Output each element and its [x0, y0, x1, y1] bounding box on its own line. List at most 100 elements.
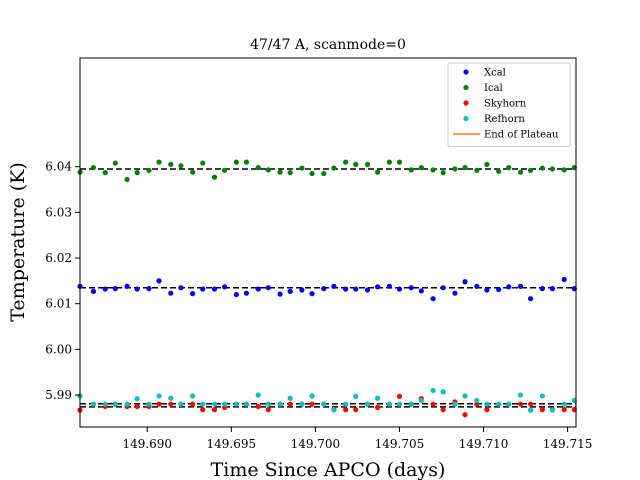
refhorn-point [364, 401, 371, 407]
refhorn-point [462, 393, 468, 399]
ical-point [517, 169, 524, 175]
xcal-point [386, 283, 392, 289]
xcal-point [222, 284, 228, 290]
xcal-point [452, 290, 458, 296]
ical-point [386, 159, 392, 165]
xcal-point [496, 286, 502, 293]
skyhorn-point [168, 401, 174, 407]
legend-box [447, 62, 571, 147]
refhorn-point [386, 401, 392, 407]
refhorn-point [331, 407, 337, 413]
xcal-point [528, 296, 534, 302]
refhorn-point [452, 401, 458, 407]
y-tick-label: 6.00 [45, 342, 72, 356]
xcal-point [375, 284, 381, 290]
skyhorn-point [255, 403, 261, 410]
x-tick-label: 149.700 [291, 437, 341, 451]
xcal-point [211, 286, 218, 292]
refhorn-point [418, 397, 424, 404]
xcal-point [474, 283, 480, 289]
y-tick-label: 6.04 [45, 160, 72, 174]
skyhorn-point [211, 407, 218, 413]
ical-point [243, 159, 250, 165]
xcal-point [506, 284, 512, 290]
legend-label-ical: Ical [484, 83, 503, 94]
skyhorn-point [528, 401, 534, 407]
xcal-point [539, 286, 545, 292]
xcal-point [168, 290, 174, 296]
skyhorn-point [156, 401, 162, 407]
xcal-point [299, 287, 305, 293]
refhorn-point [190, 393, 196, 399]
xcal-point [343, 286, 349, 292]
ical-point [561, 167, 567, 173]
plot-frame [79, 57, 577, 428]
skyhorn-point [517, 401, 524, 407]
legend-label-end-of-plateau: End of Plateau [484, 130, 559, 141]
ical-point [112, 160, 118, 166]
ical-point [222, 167, 228, 173]
ical-point [309, 170, 315, 177]
ical-point [343, 159, 349, 165]
xcal-point [440, 285, 446, 291]
refhorn-point [408, 401, 414, 407]
y-axis-label: Temperature (K) [7, 162, 29, 322]
xcal-point [124, 283, 130, 289]
refhorn-point [321, 401, 327, 407]
xcal-point [156, 278, 162, 284]
refhorn-point [309, 393, 315, 399]
xcal-point [408, 285, 414, 291]
legend-label-refhorn: Refhorn [484, 114, 525, 125]
xcal-point [243, 290, 250, 296]
legend-marker-skyhorn [463, 100, 469, 106]
refhorn-point [353, 393, 359, 399]
x-tick-label: 149.705 [375, 437, 425, 451]
xcal-point [462, 279, 468, 285]
skyhorn-point [561, 407, 567, 413]
refhorn-point [299, 401, 305, 407]
ical-point [277, 169, 283, 175]
y-axis: 5.99 6.00 6.01 6.02 6.03 6.04 [45, 160, 80, 402]
skyhorn-point [309, 401, 315, 407]
refhorn-point [102, 401, 108, 407]
y-tick-label: 6.02 [45, 251, 72, 265]
refhorn-point [134, 396, 140, 402]
xcal-point [277, 291, 283, 297]
legend: Xcal Ical Skyhorn Refhorn End of Plateau [447, 62, 571, 147]
xcal-point [321, 286, 327, 292]
refhorn-point [211, 401, 218, 407]
reference-lines [80, 168, 576, 408]
refhorn-point [255, 392, 261, 398]
x-tick-label: 149.695 [207, 437, 257, 451]
xcal-point [200, 286, 206, 292]
y-tick-label: 5.99 [45, 388, 72, 402]
refhorn-point [539, 393, 545, 399]
data-points [77, 159, 577, 418]
ical-point [287, 170, 293, 176]
ical-point [134, 170, 140, 176]
ical-point [496, 168, 502, 174]
refhorn-point [146, 401, 152, 407]
ical-point [200, 160, 206, 166]
skyhorn-point [287, 401, 293, 407]
skyhorn-point [440, 407, 446, 413]
ical-point [528, 167, 534, 173]
skyhorn-point [190, 401, 196, 407]
legend-marker-ical [463, 84, 469, 91]
y-tick-label: 6.03 [45, 205, 72, 219]
refhorn-point [243, 401, 250, 407]
xcal-point [549, 286, 556, 292]
refhorn-point [506, 401, 512, 407]
ical-point [430, 167, 436, 173]
ical-point [418, 165, 424, 171]
ical-point [211, 174, 218, 180]
ical-point [452, 166, 458, 172]
xcal-point [430, 296, 436, 302]
ical-point [299, 165, 305, 171]
skyhorn-point [462, 412, 468, 418]
ical-point [408, 167, 414, 173]
x-axis-label: Time Since APCO (days) [211, 459, 446, 480]
skyhorn-point [343, 407, 349, 413]
refhorn-point [496, 401, 502, 407]
